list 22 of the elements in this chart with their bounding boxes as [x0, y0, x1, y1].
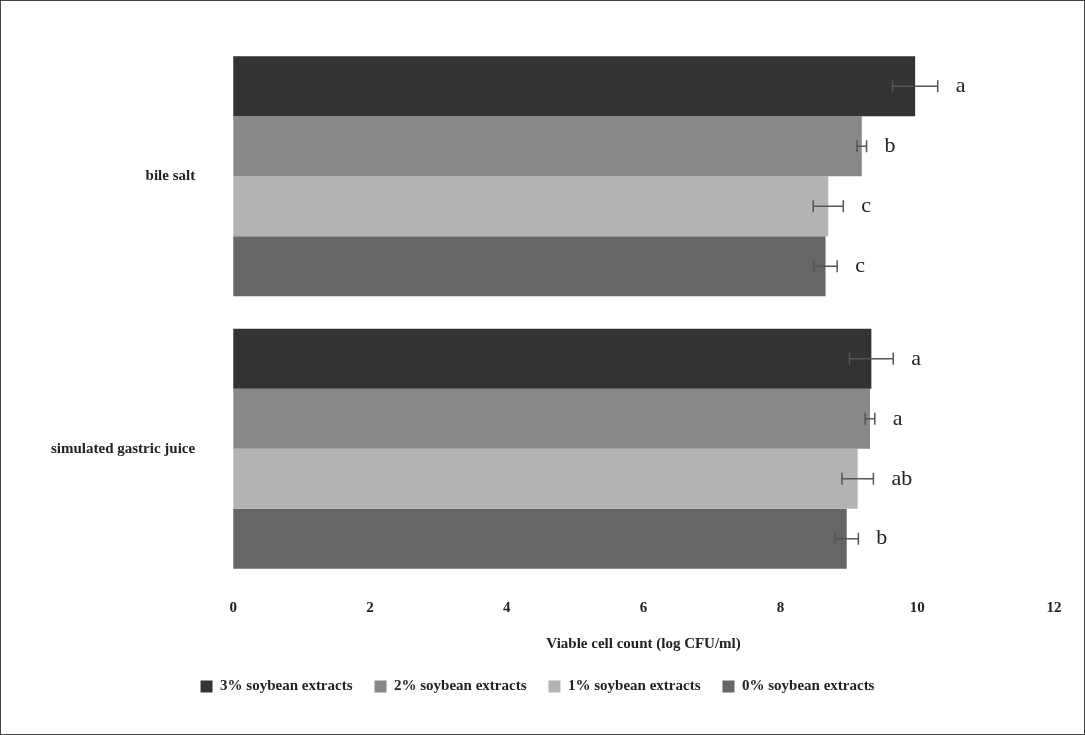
legend-label: 1% soybean extracts	[568, 677, 701, 694]
y-tick-label: simulated gastric juice	[51, 439, 196, 456]
x-axis-title: Viable cell count (log CFU/ml)	[546, 634, 741, 652]
data-label: c	[855, 251, 866, 277]
data-label: c	[861, 192, 872, 218]
x-tick-label: 8	[776, 598, 785, 615]
x-tick-label: 2	[366, 598, 374, 615]
x-tick-label: 4	[503, 598, 512, 615]
x-tick-label: 10	[909, 598, 925, 615]
x-tick-label: 12	[1046, 598, 1062, 615]
data-label: b	[884, 132, 896, 158]
legend-label: 2% soybean extracts	[394, 677, 527, 694]
data-label: ab	[891, 464, 913, 490]
x-tick-label: 6	[639, 598, 648, 615]
x-tick-label: 0	[229, 598, 237, 615]
data-label: b	[876, 524, 888, 550]
data-label: a	[892, 404, 903, 430]
y-tick-label: bile salt	[145, 167, 196, 184]
legend-label: 0% soybean extracts	[741, 677, 875, 694]
data-label: a	[911, 344, 922, 370]
legend-label: 3% soybean extracts	[220, 677, 353, 694]
data-label: a	[955, 72, 966, 98]
